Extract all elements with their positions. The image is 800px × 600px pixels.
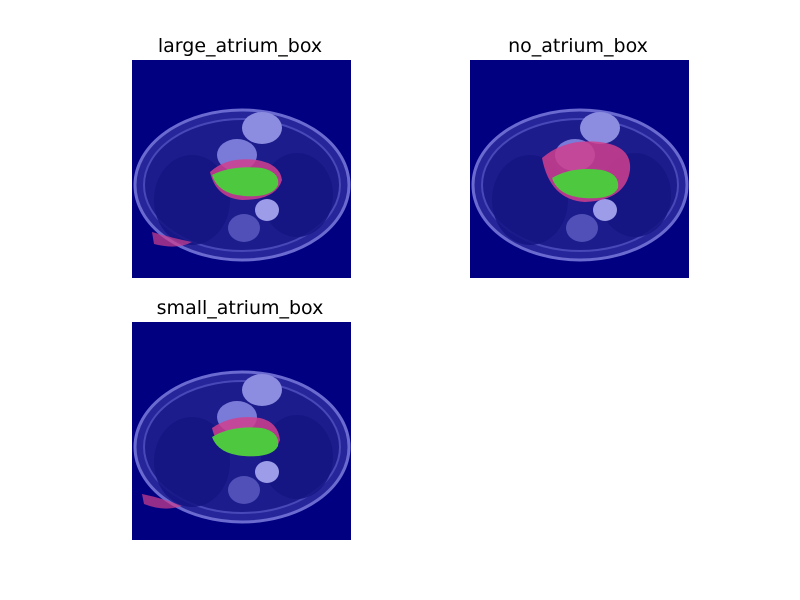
ct-image-small-atrium-box <box>132 322 351 540</box>
ct-overlay-small <box>132 322 351 540</box>
panel-title-large-atrium-box: large_atrium_box <box>157 35 323 57</box>
ct-image-no-atrium-box <box>470 60 689 278</box>
ct-image-large-atrium-box <box>132 60 351 278</box>
panel-title-no-atrium-box: no_atrium_box <box>508 35 648 57</box>
panel-title-small-atrium-box: small_atrium_box <box>156 297 324 319</box>
ct-overlay-large <box>132 60 351 278</box>
ct-overlay-none <box>470 60 689 278</box>
